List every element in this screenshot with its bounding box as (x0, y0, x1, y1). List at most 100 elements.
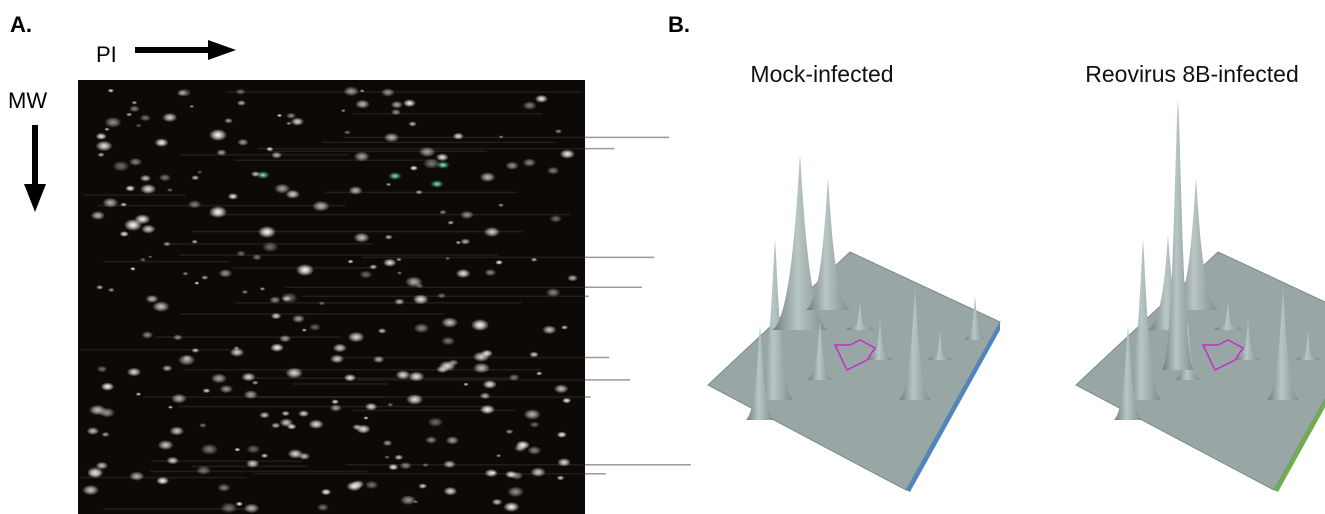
spot (387, 403, 393, 407)
spot (386, 183, 391, 186)
spot (97, 366, 108, 373)
spot (388, 464, 398, 470)
spot (271, 152, 282, 159)
spot (271, 423, 280, 429)
spot (436, 161, 450, 169)
spot (131, 101, 137, 105)
spot (140, 175, 151, 182)
spot (383, 440, 393, 446)
spot (169, 426, 184, 435)
spot (333, 343, 347, 352)
spot (152, 301, 169, 312)
spot (286, 122, 292, 126)
spot (196, 466, 211, 476)
spot (447, 221, 454, 225)
spot (436, 153, 449, 161)
spot (365, 481, 379, 489)
spot (378, 328, 387, 334)
spot (191, 175, 199, 180)
spot (562, 398, 571, 404)
spot (408, 121, 417, 126)
streak (227, 91, 581, 93)
spot (246, 459, 259, 467)
spot (244, 503, 260, 513)
spot (439, 210, 446, 215)
spot (217, 484, 230, 492)
spot (120, 231, 129, 237)
streak (270, 151, 487, 153)
streak (362, 257, 654, 259)
streak (209, 214, 570, 216)
spot (341, 109, 346, 112)
spot (141, 225, 155, 234)
spot (288, 449, 303, 459)
spot (505, 161, 519, 169)
spot (414, 323, 430, 333)
spot (369, 264, 377, 269)
spot (188, 200, 201, 208)
streak (285, 287, 642, 289)
spot (125, 185, 135, 191)
spot (237, 139, 248, 146)
spot (391, 101, 403, 109)
spot (480, 172, 496, 182)
spot (400, 495, 416, 505)
spot (523, 158, 537, 167)
spot (480, 405, 495, 415)
spot (102, 198, 118, 208)
spot (192, 240, 198, 244)
spot (349, 186, 363, 195)
x-arrow (135, 40, 236, 60)
spot (441, 337, 455, 346)
spot (471, 319, 489, 331)
streak (357, 379, 630, 381)
spot (112, 161, 129, 172)
spot (309, 419, 324, 429)
spot (413, 500, 418, 503)
spot (536, 371, 542, 375)
spot (428, 417, 443, 427)
spot (456, 241, 462, 244)
spot (99, 408, 115, 418)
spot (97, 152, 104, 157)
spot (460, 211, 474, 220)
spot (242, 290, 249, 294)
spot (527, 446, 541, 455)
streak (234, 160, 436, 162)
spot (141, 331, 153, 338)
spot (159, 174, 171, 182)
spot (96, 462, 109, 470)
spot (191, 348, 199, 353)
spot (344, 374, 356, 382)
spot (236, 89, 246, 95)
spot (319, 301, 325, 305)
spot (343, 86, 359, 96)
spot (317, 504, 329, 511)
spot (203, 388, 211, 393)
spot (285, 368, 303, 379)
spot (224, 118, 233, 124)
spot (104, 117, 121, 128)
plot-title: Mock-infected (750, 61, 893, 87)
gel-image (78, 80, 691, 514)
spot (244, 390, 258, 399)
spot (162, 113, 177, 122)
streak (155, 336, 340, 338)
spot (485, 469, 498, 477)
spot (330, 404, 342, 411)
spot (542, 325, 556, 334)
spot (234, 448, 240, 452)
spot (230, 348, 245, 357)
spot (481, 350, 493, 358)
spot (312, 201, 329, 212)
streak (180, 313, 444, 315)
spot (218, 269, 232, 278)
spot (124, 219, 142, 231)
spot (241, 373, 255, 382)
spot (388, 172, 402, 180)
spot (189, 105, 194, 108)
streak (98, 205, 346, 207)
spot (403, 99, 416, 107)
spot (269, 296, 280, 303)
spot (529, 352, 539, 358)
